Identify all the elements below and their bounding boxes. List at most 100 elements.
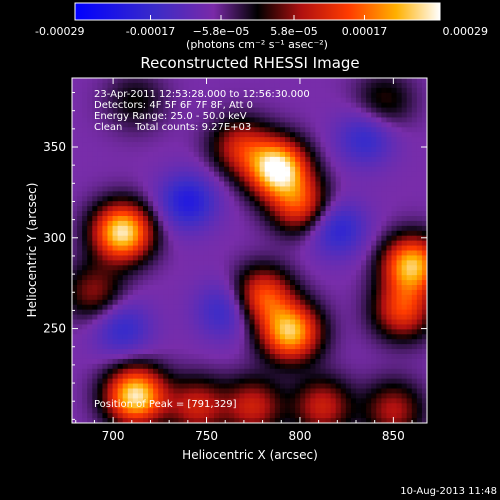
heatmap-cell: [122, 255, 129, 261]
heatmap-cell: [350, 255, 357, 261]
heatmap-cell: [285, 82, 291, 89]
heatmap-cell: [411, 240, 418, 247]
heatmap-cell: [107, 324, 114, 330]
heatmap-cell: [168, 403, 175, 409]
heatmap-cell: [254, 398, 261, 404]
heatmap-cell: [203, 102, 210, 109]
heatmap-cell: [173, 240, 180, 247]
heatmap-cell: [178, 408, 185, 414]
heatmap-cell: [239, 225, 246, 232]
heatmap-cell: [320, 358, 327, 365]
heatmap-cell: [102, 344, 109, 350]
heatmap-cell: [320, 92, 327, 99]
heatmap-cell: [279, 413, 286, 419]
heatmap-cell: [77, 230, 83, 237]
heatmap-cell: [340, 270, 347, 276]
heatmap-cell: [239, 206, 246, 212]
heatmap-cell: [173, 107, 180, 114]
heatmap-cell: [264, 354, 271, 360]
heatmap-cell: [178, 289, 185, 296]
heatmap-cell: [376, 245, 382, 252]
heatmap-cell: [290, 324, 296, 330]
heatmap-cell: [117, 324, 124, 330]
heatmap-cell: [127, 260, 134, 266]
heatmap-cell: [381, 368, 388, 375]
heatmap-cell: [366, 87, 372, 94]
heatmap-cell: [244, 255, 251, 261]
heatmap-cell: [411, 319, 418, 326]
date-stamp: 10-Aug-2013 11:48: [400, 486, 497, 497]
heatmap-cell: [381, 225, 388, 232]
heatmap-cell: [87, 196, 93, 202]
heatmap-cell: [335, 309, 342, 316]
heatmap-cell: [188, 255, 195, 261]
heatmap-cell: [198, 329, 205, 335]
heatmap-cell: [219, 112, 225, 119]
heatmap-cell: [371, 137, 377, 143]
heatmap-cell: [153, 171, 159, 178]
heatmap-cell: [249, 408, 256, 414]
heatmap-cell: [77, 398, 83, 404]
heatmap-cell: [82, 363, 88, 370]
heatmap-cell: [411, 147, 418, 153]
heatmap-cell: [361, 349, 367, 355]
heatmap-cell: [285, 122, 291, 128]
heatmap-cell: [391, 319, 398, 326]
heatmap-cell: [183, 393, 190, 399]
heatmap-cell: [244, 329, 251, 335]
heatmap-cell: [335, 87, 342, 94]
heatmap-cell: [259, 354, 266, 360]
heatmap-cell: [82, 265, 88, 271]
heatmap-cell: [112, 289, 119, 296]
heatmap-cell: [97, 378, 104, 385]
heatmap-cell: [274, 260, 281, 266]
heatmap-cell: [158, 122, 164, 128]
heatmap-cell: [203, 334, 210, 340]
heatmap-cell: [391, 349, 398, 355]
heatmap-cell: [361, 230, 367, 237]
heatmap-cell: [163, 255, 169, 261]
heatmap-cell: [285, 196, 291, 202]
heatmap-cell: [148, 368, 154, 375]
heatmap-cell: [259, 344, 266, 350]
heatmap-cell: [183, 166, 190, 173]
heatmap-cell: [158, 171, 164, 178]
heatmap-cell: [143, 161, 149, 168]
heatmap-cell: [117, 211, 124, 217]
heatmap-cell: [406, 270, 413, 276]
heatmap-cell: [244, 349, 251, 355]
heatmap-cell: [305, 388, 311, 395]
heatmap-cell: [72, 339, 78, 345]
heatmap-cell: [107, 122, 114, 128]
heatmap-cell: [203, 304, 210, 311]
heatmap-cell: [335, 127, 342, 133]
heatmap-cell: [193, 107, 200, 114]
heatmap-cell: [335, 265, 342, 271]
heatmap-cell: [249, 294, 256, 301]
heatmap-cell: [350, 117, 357, 123]
heatmap-cell: [132, 339, 139, 345]
heatmap-cell: [188, 220, 195, 227]
heatmap-cell: [315, 275, 322, 281]
heatmap-cell: [376, 211, 382, 217]
heatmap-cell: [97, 147, 104, 153]
heatmap-cell: [102, 309, 109, 316]
heatmap-cell: [386, 255, 393, 261]
heatmap-cell: [132, 142, 139, 148]
heatmap-cell: [371, 206, 377, 212]
heatmap-cell: [335, 418, 342, 423]
heatmap-cell: [102, 329, 109, 335]
heatmap-cell: [239, 181, 246, 188]
heatmap-cell: [127, 82, 134, 89]
heatmap-cell: [315, 176, 322, 183]
heatmap-cell: [163, 181, 169, 188]
heatmap-cell: [325, 408, 332, 414]
heatmap-cell: [127, 388, 134, 395]
heatmap-cell: [173, 235, 180, 242]
heatmap-cell: [396, 186, 403, 192]
heatmap-cell: [82, 220, 88, 227]
heatmap-cell: [168, 166, 175, 173]
heatmap-cell: [279, 418, 286, 423]
heatmap-cell: [401, 78, 408, 84]
heatmap-cell: [274, 334, 281, 340]
